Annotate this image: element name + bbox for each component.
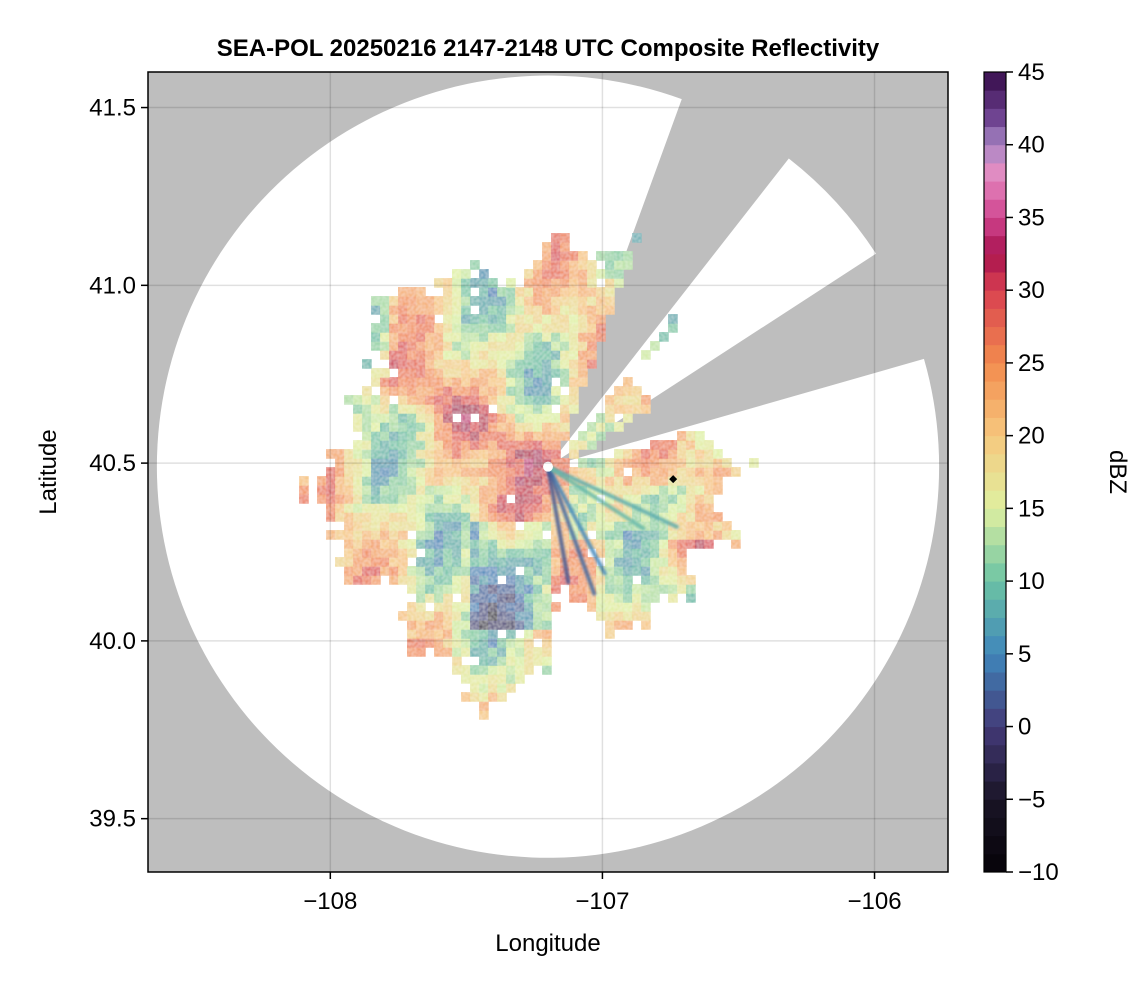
y-tick-label: 41.0 bbox=[89, 272, 136, 299]
colorbar-level bbox=[984, 435, 1006, 455]
colorbar-level bbox=[984, 726, 1006, 746]
colorbar-level bbox=[984, 126, 1006, 146]
colorbar-label: dBZ bbox=[1104, 450, 1131, 494]
colorbar-tick-label: 30 bbox=[1018, 277, 1045, 304]
y-tick-label: 40.5 bbox=[89, 450, 136, 477]
chart-title: SEA-POL 20250216 2147-2148 UTC Composite… bbox=[217, 35, 880, 62]
colorbar-level bbox=[984, 272, 1006, 291]
colorbar-level bbox=[984, 526, 1006, 546]
colorbar-level bbox=[984, 835, 1006, 855]
x-tick-label: −107 bbox=[575, 888, 629, 915]
colorbar-level bbox=[984, 381, 1006, 400]
radial-streak bbox=[546, 464, 679, 529]
colorbar-level bbox=[984, 635, 1006, 655]
colorbar-level bbox=[984, 472, 1006, 491]
radial-streak bbox=[546, 464, 646, 531]
x-axis-title: Longitude bbox=[495, 930, 600, 957]
colorbar-level bbox=[984, 90, 1006, 109]
colorbar-tick-label: −10 bbox=[1018, 859, 1059, 886]
colorbar-tick-label: −5 bbox=[1018, 786, 1045, 813]
colorbar-tick-label: 15 bbox=[1018, 495, 1045, 522]
colorbar-level bbox=[984, 290, 1006, 309]
colorbar-level bbox=[984, 762, 1006, 782]
colorbar-level bbox=[984, 799, 1006, 818]
colorbar-level bbox=[984, 853, 1006, 873]
colorbar-level bbox=[984, 144, 1006, 164]
colorbar-level bbox=[984, 344, 1006, 364]
colorbar-tick-label: 20 bbox=[1018, 423, 1045, 450]
colorbar-level bbox=[984, 253, 1006, 273]
radar-coverage-disk bbox=[156, 75, 940, 858]
colorbar-level bbox=[984, 235, 1006, 255]
radial-streak bbox=[546, 464, 597, 596]
reflectivity-field bbox=[299, 233, 759, 720]
colorbar-level bbox=[984, 744, 1006, 764]
colorbar-level bbox=[984, 508, 1006, 528]
colorbar-level bbox=[984, 708, 1006, 728]
colorbar-tick-label: 10 bbox=[1018, 568, 1045, 595]
colorbar-tick-label: 35 bbox=[1018, 204, 1045, 231]
colorbar-level bbox=[984, 453, 1006, 473]
colorbar-level bbox=[984, 581, 1006, 600]
colorbar-level bbox=[984, 781, 1006, 800]
plot-frame bbox=[147, 71, 949, 873]
colorbar-level bbox=[984, 653, 1006, 673]
colorbar-level bbox=[984, 217, 1006, 237]
station-marker bbox=[669, 475, 678, 484]
x-axis: −108 −107 −106 bbox=[303, 872, 902, 915]
x-tick-label: −108 bbox=[303, 888, 357, 915]
colorbar-level bbox=[984, 181, 1006, 200]
radar-site bbox=[543, 461, 553, 472]
colorbar-level bbox=[984, 672, 1006, 691]
colorbar-level bbox=[984, 817, 1006, 837]
y-tick-label: 40.0 bbox=[89, 628, 136, 655]
colorbar-tick-label: 25 bbox=[1018, 350, 1045, 377]
radial-streak bbox=[546, 464, 607, 576]
colorbar-tick-label: 0 bbox=[1018, 714, 1031, 741]
colorbar-level bbox=[984, 199, 1006, 218]
colorbar-level bbox=[984, 72, 1006, 91]
x-tick-label: −106 bbox=[847, 888, 901, 915]
colorbar-level bbox=[984, 308, 1006, 328]
grid-lines bbox=[148, 72, 948, 872]
colorbar: −10 −5 0 5 10 15 20 25 30 35 40 45 bbox=[983, 59, 1059, 886]
colorbar-level bbox=[984, 326, 1006, 346]
colorbar-level bbox=[984, 562, 1006, 582]
colorbar-frame bbox=[983, 71, 1007, 873]
colorbar-tick-label: 40 bbox=[1018, 132, 1045, 159]
colorbar-level bbox=[984, 617, 1006, 637]
plot-area bbox=[148, 72, 948, 872]
y-tick-label: 39.5 bbox=[89, 806, 136, 833]
colorbar-level bbox=[984, 162, 1006, 182]
colorbar-level bbox=[984, 490, 1006, 509]
y-axis-title: Latitude bbox=[35, 429, 62, 514]
y-tick-label: 41.5 bbox=[89, 95, 136, 122]
colorbar-level bbox=[984, 599, 1006, 618]
y-axis: 39.5 40.0 40.5 41.0 41.5 bbox=[89, 95, 148, 833]
reflectivity-texture bbox=[299, 233, 759, 720]
colorbar-level bbox=[984, 544, 1006, 564]
colorbar-level bbox=[984, 108, 1006, 128]
colorbar-level bbox=[984, 417, 1006, 437]
radial-streak bbox=[546, 464, 571, 585]
colorbar-level bbox=[984, 362, 1006, 382]
colorbar-tick-label: 5 bbox=[1018, 641, 1031, 668]
colorbar-tick-label: 45 bbox=[1018, 59, 1045, 86]
colorbar-level bbox=[984, 399, 1006, 418]
colorbar-level bbox=[984, 690, 1006, 709]
